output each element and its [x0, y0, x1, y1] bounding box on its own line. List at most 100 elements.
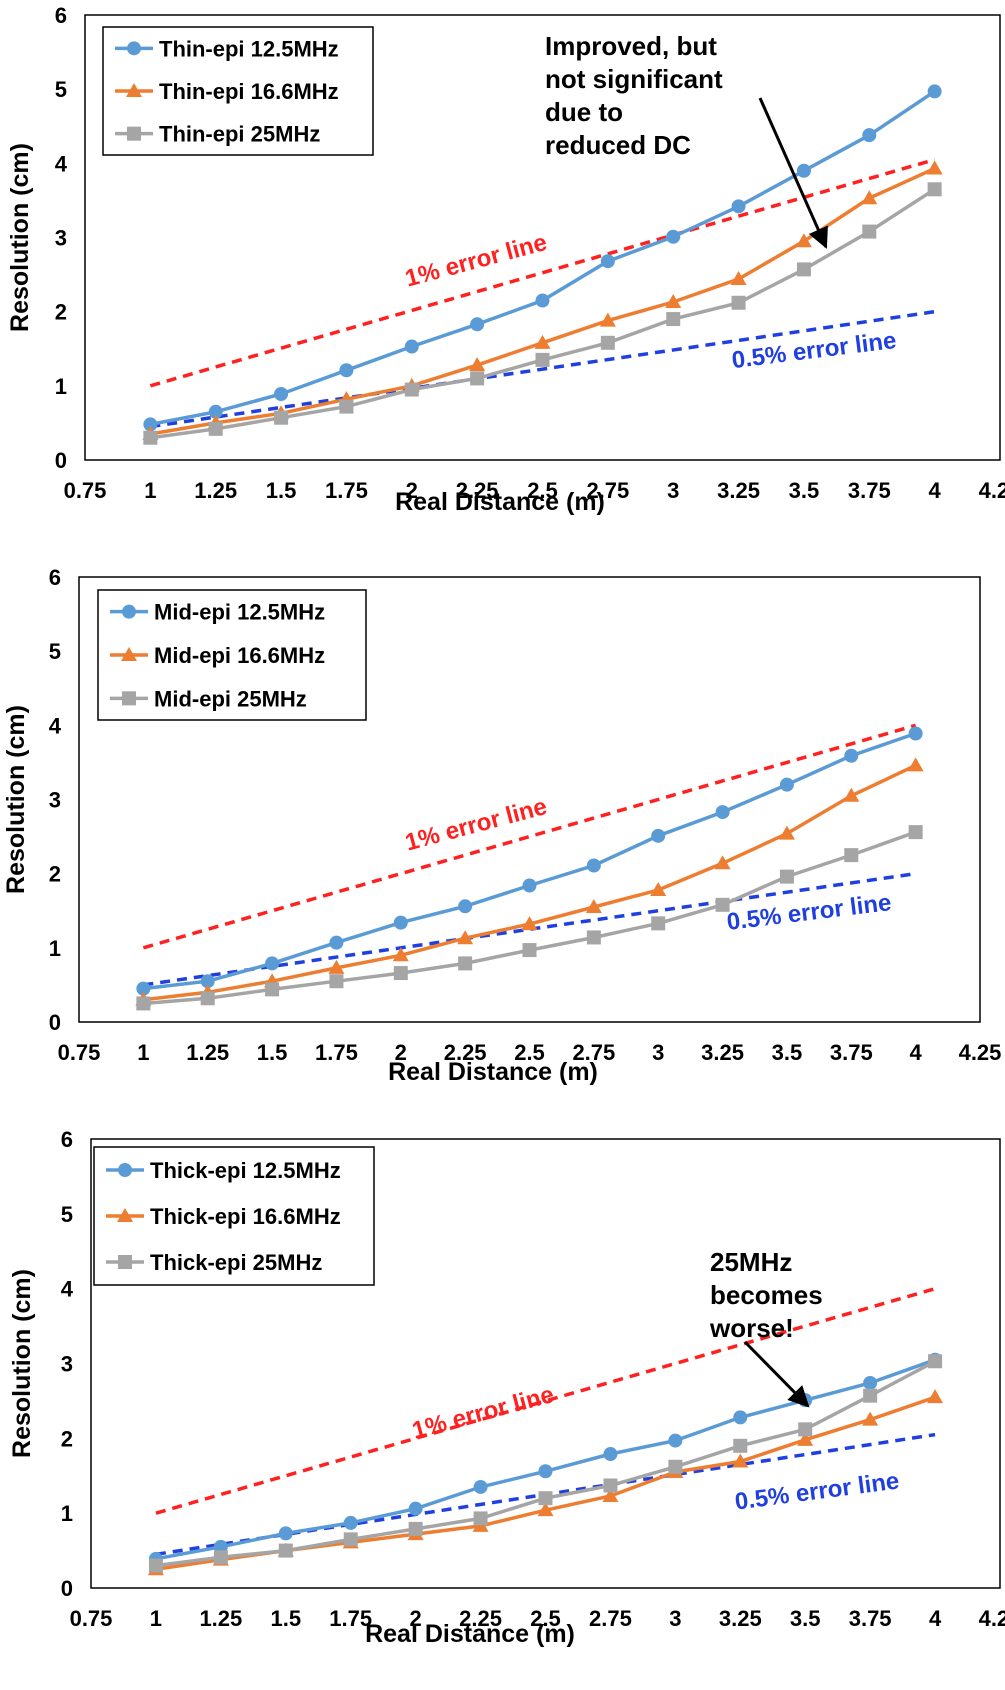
data-point: [274, 386, 289, 401]
data-point: [469, 357, 486, 372]
data-point: [715, 897, 730, 912]
legend: Mid-epi 12.5MHz Mid-epi 16.6MHz Mid-epi 25…: [97, 589, 367, 721]
legend-label: Thick-epi 12.5MHz: [150, 1158, 341, 1183]
y-tick-label: 0: [55, 448, 67, 473]
data-point: [715, 805, 730, 820]
x-tick-label: 3.5: [790, 1606, 821, 1631]
x-tick-label: 2: [406, 478, 418, 503]
data-point: [339, 399, 354, 414]
data-point: [733, 1438, 748, 1453]
y-tick-label: 2: [55, 300, 67, 325]
annotation-text: Improved, but: [545, 31, 717, 61]
error-line-1pct: [142, 723, 917, 950]
data-point: [470, 317, 485, 332]
x-tick-label: 1.5: [270, 1606, 301, 1631]
data-point: [668, 1433, 683, 1448]
x-tick-label: 2.75: [589, 1606, 632, 1631]
data-point: [278, 1526, 293, 1541]
data-point: [798, 1422, 813, 1437]
legend-marker: [118, 1163, 132, 1177]
y-tick-label: 6: [49, 565, 61, 590]
x-tick-label: 2.75: [586, 478, 629, 503]
data-point: [666, 229, 681, 244]
annotation-arrow: [743, 1340, 810, 1408]
data-point: [861, 190, 878, 205]
x-tick-label: 0.75: [64, 478, 107, 503]
x-tick-label: 1.5: [266, 478, 297, 503]
legend-label: Thin-epi 25MHz: [159, 122, 320, 147]
data-point: [143, 430, 158, 445]
x-tick-label: 1.25: [199, 1606, 242, 1631]
y-tick-label: 4: [55, 151, 68, 176]
chart-1: 0 1 2 3 4 5 6 0.75 1 1.25 1.5 1.75 2 2.25 2.5 2.75 3 3.25…: [6, 3, 1005, 516]
data-point: [404, 382, 419, 397]
legend-label: Mid-epi 16.6MHz: [154, 643, 325, 668]
data-point: [458, 956, 473, 971]
data-point: [731, 199, 746, 214]
legend-marker: [121, 647, 137, 661]
x-tick-label: 2.25: [444, 1040, 487, 1065]
x-tick-label: 4.25: [979, 1606, 1005, 1631]
data-point: [650, 881, 667, 896]
y-tick-label: 2: [49, 862, 61, 887]
data-point: [651, 916, 666, 931]
data-point: [844, 848, 859, 863]
data-point: [521, 916, 538, 931]
data-point: [714, 855, 731, 870]
y-tick-label: 3: [55, 226, 67, 251]
data-point: [473, 1479, 488, 1494]
data-point: [208, 404, 223, 419]
y-tick-label: 3: [61, 1352, 73, 1377]
data-point: [863, 1388, 878, 1403]
data-point: [586, 930, 601, 945]
x-tick-label: 3: [652, 1040, 664, 1065]
data-point: [731, 295, 746, 310]
data-point: [208, 421, 223, 436]
x-axis-title: Real Distance (m): [365, 1620, 575, 1648]
x-tick-label: 3.75: [849, 1606, 892, 1631]
data-point: [274, 410, 289, 425]
legend-marker: [117, 1208, 133, 1222]
data-point: [778, 825, 795, 840]
data-point: [733, 1410, 748, 1425]
legend-marker: [118, 1255, 132, 1269]
chart-2: 0 1 2 3 4 5 6 0.75 1 1.25 1.5 1.75 2 2.25 2.5 2.75 3 3.25…: [2, 565, 1001, 1086]
x-tick-label: 4: [929, 1606, 942, 1631]
x-tick-label: 2.25: [456, 478, 499, 503]
data-point: [796, 163, 811, 178]
y-axis-title: Resolution (cm): [6, 143, 34, 332]
data-point: [404, 339, 419, 354]
data-point: [470, 371, 485, 386]
data-point: [599, 312, 616, 327]
data-point: [534, 334, 551, 349]
data-point: [908, 825, 923, 840]
annotation-arrow: [758, 97, 828, 249]
data-point: [908, 726, 923, 741]
y-tick-label: 1: [61, 1501, 73, 1526]
data-point: [200, 991, 215, 1006]
legend-label: Thin-epi 16.6MHz: [159, 79, 339, 104]
data-point: [863, 1375, 878, 1390]
data-point: [329, 935, 344, 950]
y-tick-label: 1: [49, 936, 61, 961]
x-tick-label: 3.75: [830, 1040, 873, 1065]
y-tick-label: 6: [55, 3, 67, 28]
x-tick-label: 4.25: [959, 1040, 1002, 1065]
data-point: [779, 777, 794, 792]
data-point: [665, 294, 682, 309]
data-point: [393, 966, 408, 981]
x-tick-label: 4: [910, 1040, 923, 1065]
data-point: [278, 1543, 293, 1558]
error-line-05pct: [143, 871, 916, 987]
data-point: [143, 417, 158, 432]
x-tick-label: 0.75: [58, 1040, 101, 1065]
data-point: [392, 947, 409, 962]
data-point: [927, 84, 942, 99]
data-point: [926, 160, 943, 175]
y-axis-title: Resolution (cm): [2, 705, 30, 894]
data-point: [843, 787, 860, 802]
x-tick-label: 3.75: [848, 478, 891, 503]
